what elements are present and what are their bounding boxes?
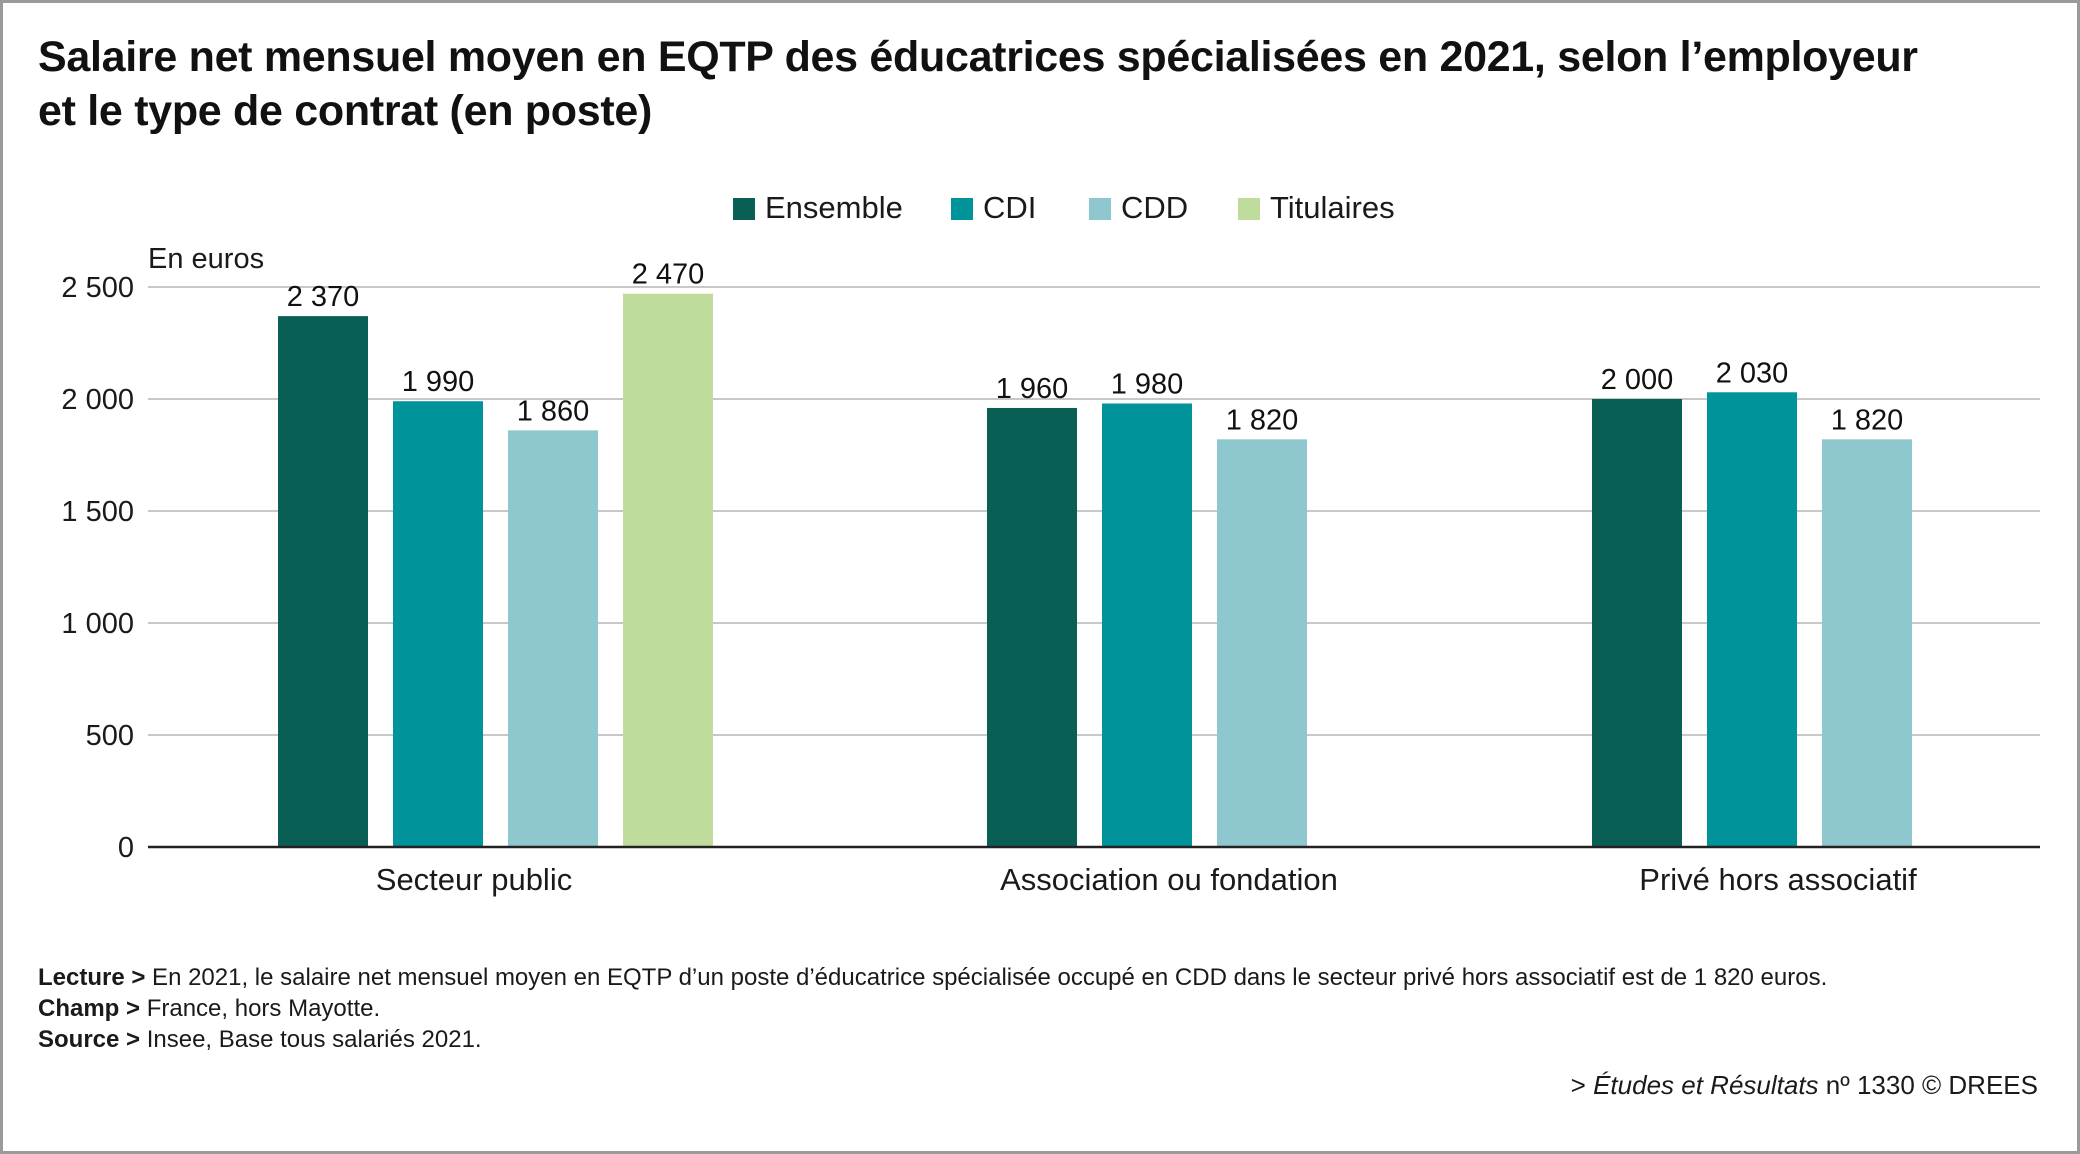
y-axis-unit-label: En euros [148, 243, 264, 275]
y-tick-label: 1 500 [61, 496, 134, 528]
y-tick-label: 500 [86, 720, 134, 752]
legend-swatch [1089, 198, 1111, 220]
bar-ensemble [987, 407, 1077, 847]
note-champ-text: France, hors Mayotte. [140, 995, 381, 1022]
legend-item-cdd: CDD [1089, 190, 1188, 225]
note-champ: Champ > France, hors Mayotte. [38, 993, 1827, 1024]
bar-value-label: 2 370 [287, 281, 360, 313]
chart-notes: Lecture > En 2021, le salaire net mensue… [38, 962, 1827, 1055]
note-source-text: Insee, Base tous salariés 2021. [140, 1026, 482, 1053]
bar-ensemble [1592, 399, 1682, 847]
bar-value-label: 2 470 [632, 259, 705, 291]
bar-value-label: 1 960 [996, 373, 1069, 405]
chart-title-line-2: et le type de contrat (en poste) [38, 87, 653, 135]
bar-ensemble [278, 316, 368, 847]
note-source: Source > Insee, Base tous salariés 2021. [38, 1024, 1827, 1055]
bar-cdi [1707, 392, 1797, 847]
credit-prefix: > [1570, 1070, 1594, 1100]
legend-item-ensemble: Ensemble [733, 190, 903, 225]
y-tick-label: 0 [118, 832, 134, 864]
legend-label: Titulaires [1270, 190, 1395, 225]
bar-value-label: 2 030 [1716, 357, 1789, 389]
chart-title: Salaire net mensuel moyen en EQTP des éd… [38, 30, 2018, 138]
bar-value-label: 2 000 [1601, 364, 1674, 396]
y-tick-label: 2 000 [61, 384, 134, 416]
y-tick-label: 1 000 [61, 608, 134, 640]
bar-chart: Ensemble CDI CDD Titulaires En euros 0 500 1 … [61, 190, 2040, 897]
bar-value-label: 1 820 [1226, 404, 1299, 436]
legend-swatch [951, 198, 973, 220]
credit-number: nº 1330 © DREES [1818, 1070, 2038, 1100]
credit-publication: Études et Résultats [1593, 1070, 1819, 1100]
bar-value-labels: 2 370 1 990 1 860 2 470 1 960 1 980 1 820 2 000… [287, 259, 1904, 437]
x-category-label: Association ou fondation [1000, 862, 1338, 897]
chart-legend: Ensemble CDI CDD Titulaires [733, 190, 1395, 225]
bar-cdi [1102, 403, 1192, 847]
note-champ-label: Champ > [38, 995, 141, 1022]
note-source-label: Source > [38, 1026, 141, 1053]
legend-swatch [733, 198, 755, 220]
legend-label: Ensemble [765, 190, 903, 225]
y-axis-ticks: 0 500 1 000 1 500 2 000 2 500 [61, 272, 134, 864]
bar-cdd [1217, 439, 1307, 847]
legend-label: CDD [1121, 190, 1188, 225]
publication-credit: > Études et Résultats nº 1330 © DREES [1571, 1070, 2038, 1101]
bar-cdi [393, 401, 483, 847]
bar-cdd [508, 430, 598, 847]
x-category-label: Secteur public [376, 862, 572, 897]
bars [278, 293, 1912, 848]
chart-title-line-1: Salaire net mensuel moyen en EQTP des éd… [38, 33, 1918, 81]
bar-cdd [1822, 439, 1912, 847]
legend-swatch [1238, 198, 1260, 220]
note-lecture-label: Lecture > [38, 964, 146, 991]
bar-value-label: 1 820 [1831, 404, 1904, 436]
bar-value-label: 1 990 [402, 366, 475, 398]
legend-label: CDI [983, 190, 1036, 225]
bar-titulaires [623, 293, 713, 848]
legend-item-titulaires: Titulaires [1238, 190, 1395, 225]
bar-value-label: 1 860 [517, 395, 590, 427]
legend-item-cdi: CDI [951, 190, 1036, 225]
y-tick-label: 2 500 [61, 272, 134, 304]
bar-value-label: 1 980 [1111, 368, 1184, 400]
note-lecture: Lecture > En 2021, le salaire net mensue… [38, 962, 1827, 993]
x-category-label: Privé hors associatif [1639, 862, 1917, 897]
note-lecture-text: En 2021, le salaire net mensuel moyen en… [145, 964, 1828, 991]
x-axis-category-labels: Secteur public Association ou fondation Pr… [376, 862, 1917, 897]
